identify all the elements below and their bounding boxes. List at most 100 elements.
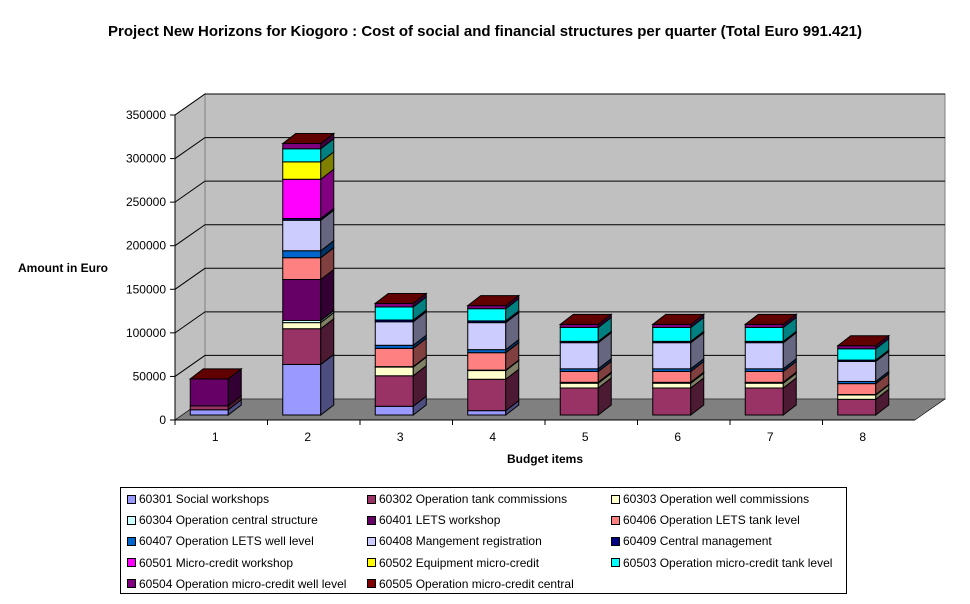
- bar-segment-60504: [282, 143, 322, 150]
- legend-swatch: [367, 558, 376, 568]
- legend-label: 60401 LETS workshop: [379, 513, 501, 528]
- legend-swatch: [611, 558, 620, 568]
- bar-stack: [836, 334, 891, 417]
- bar-segment-60303: [744, 382, 784, 389]
- bar-segment-60301: [374, 405, 414, 416]
- x-tick-label: 3: [397, 430, 404, 444]
- bar-top: [558, 313, 613, 325]
- legend-label: 60502 Equipment micro-credit: [379, 555, 540, 570]
- legend-item: 60304 Operation central structure: [127, 513, 318, 527]
- gridline: [174, 93, 945, 116]
- bar-segment-60303: [559, 382, 599, 389]
- legend-item: 60502 Equipment micro-credit: [367, 556, 539, 570]
- bar-segment-60503: [374, 306, 414, 321]
- bar-segment-60302: [282, 328, 322, 365]
- bar-segment-60503: [837, 348, 877, 361]
- y-tick-label: 0: [159, 413, 166, 427]
- legend: 60301 Social workshops 60302 Operation ta…: [120, 487, 847, 594]
- bar-stack: [281, 132, 336, 417]
- legend-item: 60504 Operation micro-credit well level: [127, 577, 346, 591]
- bar-segment-60408: [837, 360, 877, 382]
- bar-segment-60503: [282, 148, 322, 163]
- bar-segment-60503: [467, 308, 507, 322]
- gridline: [174, 224, 945, 247]
- bar-stack: [651, 313, 706, 417]
- bar-segment-60301: [467, 410, 507, 416]
- legend-swatch: [127, 494, 136, 504]
- bar-stack: [558, 313, 613, 417]
- x-tick-label: 1: [212, 430, 219, 444]
- gridline: [174, 311, 945, 334]
- legend-item: 60407 Operation LETS well level: [127, 534, 314, 548]
- bar-stack: [188, 367, 243, 417]
- bar-segment-60408: [282, 219, 322, 252]
- chart-title: Project New Horizons for Kiogoro : Cost …: [107, 23, 863, 40]
- bar-top: [188, 368, 243, 380]
- bar-segment-60406: [374, 347, 414, 368]
- bar-segment-60408: [652, 342, 692, 370]
- bar-segment-60406: [282, 257, 322, 280]
- legend-swatch: [611, 494, 620, 504]
- legend-label: 60408 Mangement registration: [379, 534, 542, 549]
- legend-item: 60301 Social workshops: [127, 492, 269, 506]
- legend-label: 60503 Operation micro-credit tank level: [623, 555, 833, 570]
- bar-segment-60408: [744, 342, 784, 370]
- bar-segment-60502: [282, 161, 322, 180]
- bar-segment-60302: [189, 405, 229, 411]
- bar-segment-60408: [559, 342, 599, 370]
- legend-swatch: [367, 494, 376, 504]
- legend-label: 60301 Social workshops: [139, 492, 270, 506]
- bar-segment-60503: [744, 326, 784, 342]
- legend-item: 60409 Central management: [611, 534, 772, 548]
- legend-swatch: [367, 579, 376, 589]
- bar-segment-60408: [467, 322, 507, 351]
- bar-top: [373, 292, 428, 304]
- legend-label: 60407 Operation LETS well level: [139, 534, 314, 549]
- bar-segment-60302: [744, 387, 784, 416]
- legend-item: 60408 Mangement registration: [367, 534, 542, 548]
- bar-top: [281, 133, 336, 145]
- legend-label: 60409 Central management: [623, 534, 772, 549]
- bar-segment-60401: [282, 278, 322, 321]
- bar-segment-60301: [282, 363, 322, 416]
- bar-segment-60406: [559, 370, 599, 383]
- x-tick-label: 6: [674, 430, 681, 444]
- bar-segment-60303: [467, 370, 507, 380]
- legend-label: 60504 Operation micro-credit well level: [139, 576, 347, 591]
- legend-label: 60303 Operation well commissions: [623, 492, 810, 506]
- bar-segment-60408: [374, 321, 414, 346]
- y-tick-label: 50000: [133, 369, 167, 383]
- bar-segment-60302: [374, 375, 414, 407]
- x-tick-label: 7: [767, 430, 774, 444]
- x-tick-label: 4: [489, 430, 496, 444]
- legend-label: 60302 Operation tank commissions: [379, 492, 568, 506]
- legend-label: 60406 Operation LETS tank level: [623, 513, 800, 528]
- bar-top: [466, 295, 521, 307]
- y-tick-label: 150000: [126, 282, 166, 296]
- legend-item: 60503 Operation micro-credit tank level: [611, 556, 832, 570]
- bar-segment-60501: [282, 178, 322, 219]
- bar-top: [743, 313, 798, 325]
- bar-segment-60406: [837, 383, 877, 396]
- y-axis-label: Amount in Euro: [18, 261, 108, 275]
- legend-label: 60501 Micro-credit workshop: [139, 555, 294, 570]
- legend-swatch: [367, 536, 376, 546]
- bar-segment-60303: [837, 394, 877, 400]
- legend-item: 60401 LETS workshop: [367, 513, 500, 527]
- bar-segment-60301: [189, 409, 229, 416]
- x-tick-label: 2: [304, 430, 311, 444]
- bar-stack: [466, 294, 521, 417]
- legend-label: 60304 Operation central structure: [139, 513, 318, 528]
- bar-segment-60406: [467, 352, 507, 371]
- legend-item: 60303 Operation well commissions: [611, 492, 809, 506]
- x-tick-label: 8: [859, 430, 866, 444]
- legend-swatch: [127, 536, 136, 546]
- bar-stack: [743, 313, 798, 417]
- bar-segment-60503: [559, 326, 599, 342]
- bar-segment-60401: [189, 378, 229, 407]
- y-tick-label: 250000: [126, 195, 166, 209]
- legend-swatch: [127, 558, 136, 568]
- bar-segment-60503: [652, 326, 692, 342]
